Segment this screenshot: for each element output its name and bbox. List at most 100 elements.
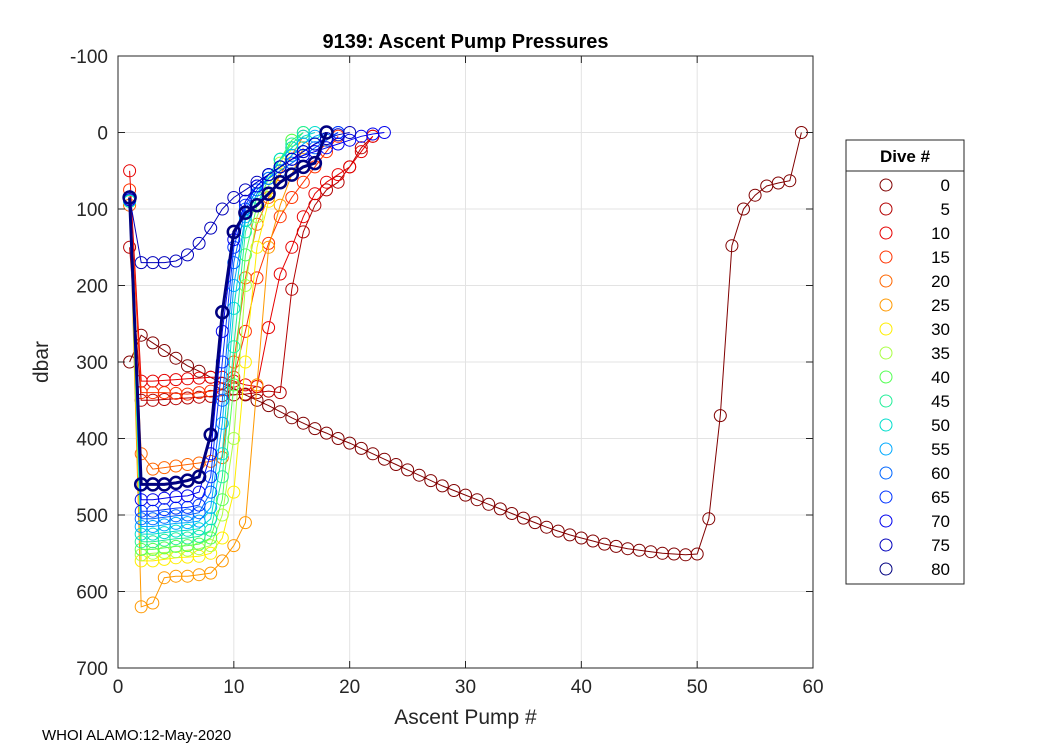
data-point <box>250 240 264 254</box>
data-point <box>737 202 750 216</box>
data-point <box>169 351 183 365</box>
footer-credit: WHOI ALAMO:12-May-2020 <box>42 727 232 744</box>
legend-label: 30 <box>931 320 950 339</box>
legend-entries: 0 5 10 15 20 25 30 35 40 45 50 55 60 65 70 75 80 <box>879 176 950 579</box>
y-tick-label: 300 <box>76 353 108 374</box>
data-point <box>181 248 194 262</box>
data-point <box>528 516 542 530</box>
data-point <box>238 516 252 530</box>
data-point <box>272 174 288 190</box>
data-point <box>215 305 230 320</box>
data-point <box>307 155 323 171</box>
series-line <box>129 147 293 562</box>
data-point <box>273 405 287 419</box>
data-point <box>285 282 299 296</box>
x-tick-label: 10 <box>223 677 244 698</box>
data-point <box>204 221 218 235</box>
data-point <box>227 539 241 553</box>
data-point <box>261 186 276 201</box>
data-point <box>748 188 762 202</box>
data-point <box>285 240 299 254</box>
data-point <box>262 399 276 413</box>
legend-marker <box>879 226 893 240</box>
x-tick-label: 0 <box>113 677 124 698</box>
data-point <box>424 474 438 488</box>
y-tick-label: 600 <box>76 583 108 604</box>
data-point <box>215 202 229 216</box>
data-point <box>273 386 287 400</box>
legend-marker <box>879 562 893 576</box>
y-tick-label: 0 <box>97 124 108 145</box>
data-point <box>354 145 368 159</box>
data-point <box>157 344 171 357</box>
data-point <box>123 183 137 197</box>
x-tick-label: 40 <box>571 677 592 698</box>
data-point <box>308 187 322 201</box>
legend-label: 65 <box>931 488 950 507</box>
data-point <box>238 205 253 221</box>
legend-label: 45 <box>931 392 950 411</box>
data-point <box>320 183 333 197</box>
data-point <box>192 498 206 512</box>
data-point <box>227 256 241 270</box>
legend-label: 70 <box>931 512 950 531</box>
data-point <box>192 529 206 543</box>
data-point <box>713 409 727 423</box>
data-point <box>249 197 265 213</box>
data-point <box>204 546 218 560</box>
y-tick-label: 700 <box>76 659 108 680</box>
data-point <box>285 411 299 425</box>
data-point <box>725 239 739 253</box>
data-point <box>285 152 299 166</box>
data-point <box>215 493 229 507</box>
series-dive-0 <box>123 126 808 562</box>
legend-marker <box>879 418 893 432</box>
legend-marker <box>879 490 893 504</box>
data-point <box>285 191 299 204</box>
data-point <box>296 145 310 159</box>
data-point <box>215 554 229 568</box>
data-point <box>412 468 426 482</box>
data-point <box>331 168 345 182</box>
data-point <box>308 422 322 436</box>
series-line <box>129 132 316 535</box>
legend-marker <box>879 514 893 528</box>
legend-box <box>845 139 965 585</box>
legend-title: Dive # <box>880 147 931 166</box>
series-line <box>128 131 328 486</box>
data-point <box>470 493 484 507</box>
data-point <box>343 126 357 139</box>
legend-marker <box>879 394 893 408</box>
series-line <box>129 147 304 608</box>
data-point <box>319 125 334 140</box>
data-point <box>273 160 287 174</box>
data-point <box>273 198 287 212</box>
data-point <box>435 479 449 493</box>
legend-marker <box>879 202 893 216</box>
legend-label: 35 <box>931 344 950 363</box>
data-point <box>459 488 472 502</box>
y-axis-label: dbar <box>30 341 53 383</box>
data-point <box>250 175 264 189</box>
legend-marker <box>879 178 893 192</box>
series-line <box>129 132 385 501</box>
series-line <box>129 132 350 264</box>
data-point <box>262 321 276 335</box>
data-point <box>505 507 519 520</box>
legend-label: 25 <box>931 296 950 315</box>
y-tick-label: 500 <box>76 506 108 527</box>
data-point <box>227 485 241 499</box>
x-tick-label: 50 <box>687 677 708 698</box>
data-point <box>123 240 137 254</box>
data-point <box>401 463 415 477</box>
series-dive-25 <box>123 141 310 614</box>
data-point <box>343 436 357 450</box>
data-point <box>204 566 218 580</box>
y-tick-label: 200 <box>76 277 108 298</box>
legend-label: 60 <box>931 464 950 483</box>
data-point <box>215 508 229 522</box>
data-point <box>343 160 357 174</box>
data-point <box>227 191 241 204</box>
x-tick-label: 30 <box>455 677 476 698</box>
data-point <box>192 506 206 520</box>
